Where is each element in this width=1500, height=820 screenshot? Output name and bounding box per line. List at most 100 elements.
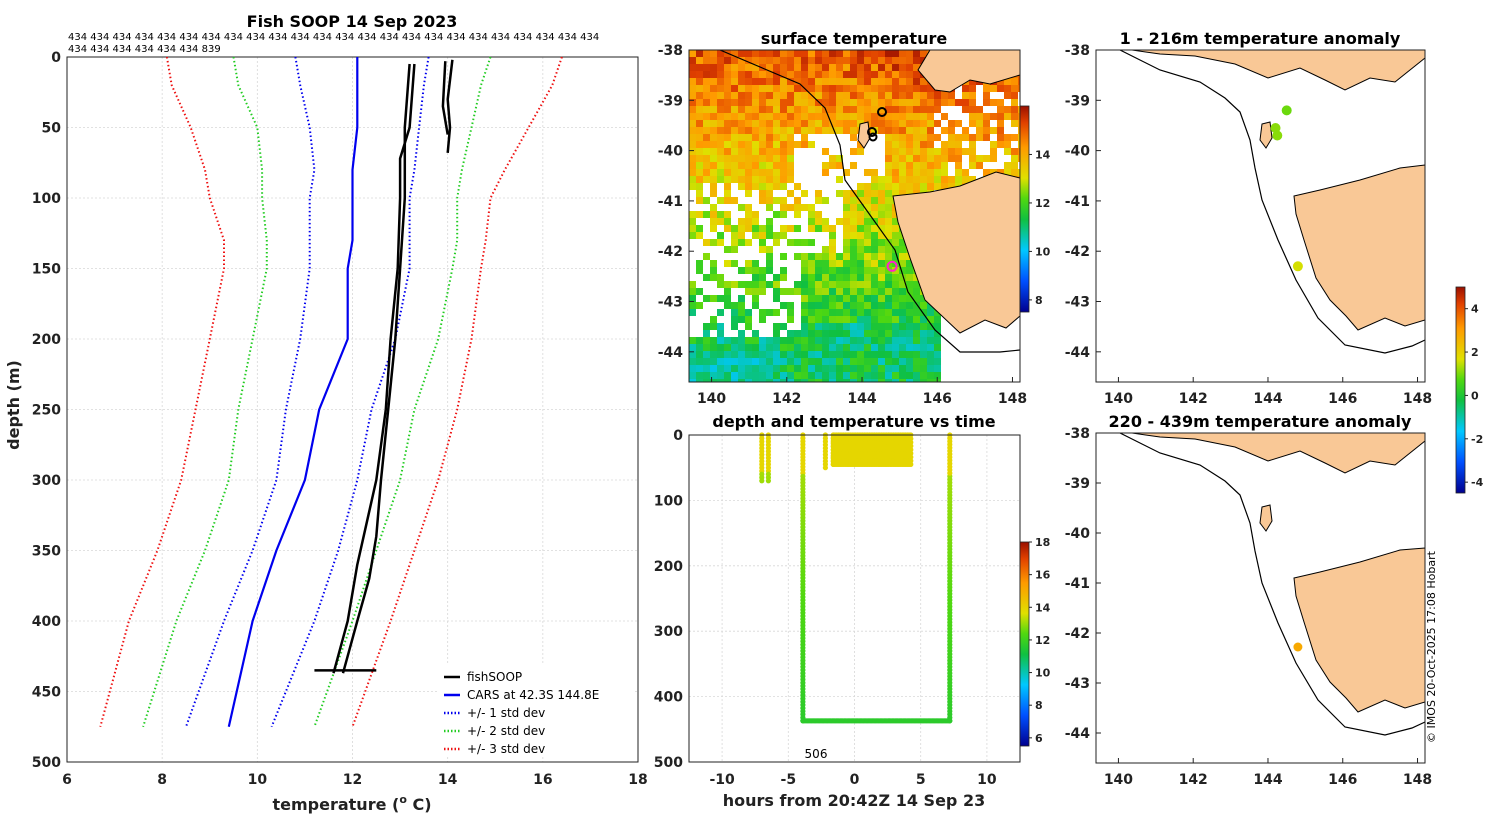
sst-cell [731,337,738,344]
sst-cell [766,120,773,127]
sst-cell [871,337,878,344]
sst-cell [892,78,899,85]
sst-cell [752,113,759,120]
sst-cell [1004,85,1011,92]
colorbar-tick-label: 14 [1035,148,1051,161]
sst-cell [731,99,738,106]
sst-cell [787,162,794,169]
sst-cell [696,379,703,382]
sst-cell [885,267,892,274]
colorbar-tick-label: 12 [1035,634,1050,647]
depth-time-panel: depth and temperature vs time -10 -5 0 5 100… [654,412,1051,810]
sst-cell [738,267,745,274]
sst-cell [710,295,717,302]
sst-cell [920,379,927,382]
sst-cell [773,274,780,281]
sst-cell [773,155,780,162]
sst-cell [836,337,843,344]
sst-cell [864,183,871,190]
sst-cell [850,246,857,253]
sst-cell [927,183,934,190]
sst-cell [920,337,927,344]
sst-cell [1018,134,1020,141]
sst-cell [920,50,927,57]
sst-cell [724,260,731,267]
sst-cell [808,281,815,288]
sst-cell [927,323,934,330]
sst-cell [829,106,836,113]
sst-cell [927,379,934,382]
sst-cell [745,288,752,295]
sst-cell [752,50,759,57]
sst-cell [836,302,843,309]
colorbar-tick-label: 8 [1035,294,1043,307]
sst-cell [787,57,794,64]
sst-cell [745,218,752,225]
sst-cell [717,134,724,141]
sst-cell [724,57,731,64]
sst-cell [878,204,885,211]
sst-cell [724,183,731,190]
sst-cell [822,99,829,106]
sst-cell [815,92,822,99]
sst-cell [857,379,864,382]
sst-cell [822,225,829,232]
sst-cell [815,106,822,113]
sst-cell [794,50,801,57]
sst-cell [780,204,787,211]
profile-ytick-label: 150 [32,262,61,278]
depth-time-point [759,478,765,484]
sst-cell [906,127,913,134]
map-xtick-label: 140 [1104,391,1133,407]
sst-cell [717,232,724,239]
sst-cell [1011,99,1018,106]
colorbar-tick-label: 18 [1035,536,1050,549]
sst-cell [752,120,759,127]
sst-cell [927,337,934,344]
depth-time-ytick-label: 500 [654,755,683,771]
sst-cell [724,78,731,85]
sst-cell [913,309,920,316]
sst-cell [871,232,878,239]
map-ytick-label: -44 [1065,345,1091,361]
sst-cell [983,85,990,92]
sst-cell [801,113,808,120]
map-ytick-label: -38 [1065,43,1090,59]
sst-cell [997,127,1004,134]
sst-cell [759,71,766,78]
sst-cell [822,253,829,260]
map-xtick-label: 146 [923,391,952,407]
sst-cell [815,358,822,365]
sst-cell [759,106,766,113]
sst-cell [843,169,850,176]
sst-cell [724,162,731,169]
sst-cell [829,120,836,127]
sst-cell [899,99,906,106]
sst-cell [829,351,836,358]
sst-cell [941,183,948,190]
sst-cell [752,351,759,358]
sst-cell [766,176,773,183]
sst-cell [759,155,766,162]
sst-cell [871,211,878,218]
sst-cell [731,120,738,127]
map-ytick-label: -42 [658,244,683,260]
sst-cell [808,309,815,316]
sst-cell [752,155,759,162]
sst-cell [850,50,857,57]
sst-cell [892,155,899,162]
sst-cell [836,323,843,330]
sst-cell [899,50,906,57]
sst-cell [857,239,864,246]
sst-cell [899,239,906,246]
sst-cell [822,148,829,155]
sst-cell [864,169,871,176]
anomaly-colorbar [1455,286,1466,494]
map-xtick-label: 144 [1253,772,1282,788]
sst-cell [885,134,892,141]
sst-cell [703,253,710,260]
sst-cell [878,330,885,337]
map-ytick-label: -43 [658,295,683,311]
sst-cell [843,288,850,295]
sst-cell [829,155,836,162]
